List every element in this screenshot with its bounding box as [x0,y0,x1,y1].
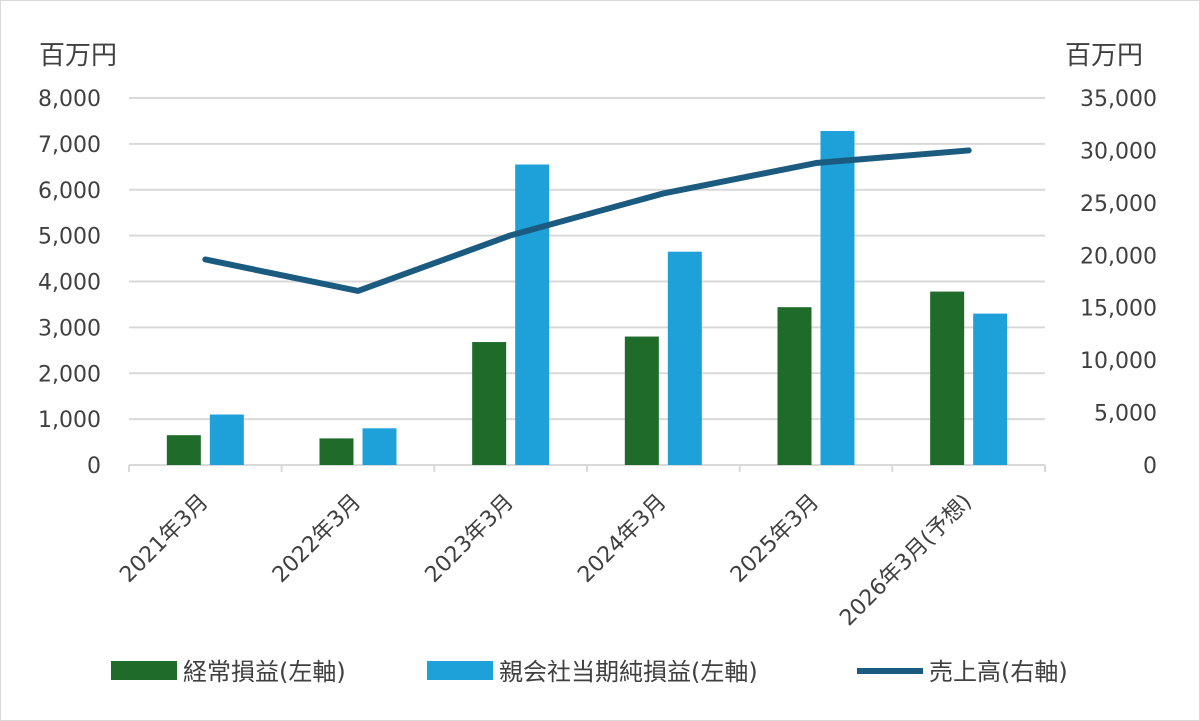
left-tick-label: 8,000 [38,87,101,112]
line-point [814,161,818,165]
bar-net-profit [362,428,397,465]
legend: 経常損益(左軸) 親会社当期純損益(左軸) 売上高(右軸) [111,658,1068,686]
right-tick-label: 5,000 [1094,402,1157,427]
right-tick-label: 35,000 [1080,87,1157,112]
bar-ordinary-profit [472,342,507,465]
category-label: 2021年3月 [115,490,213,588]
right-tick-label: 20,000 [1080,244,1157,269]
bar-ordinary-profit [930,291,965,465]
bar-net-profit [973,313,1008,465]
left-tick-label: 6,000 [38,179,101,204]
line-point [967,148,971,152]
bar-net-profit [209,414,244,465]
line-series [202,147,972,294]
line-point [203,257,207,261]
right-tick-label: 0 [1143,454,1157,479]
left-axis-unit: 百万円 [39,41,117,71]
left-tick-label: 7,000 [38,133,101,158]
legend-swatch [111,661,177,680]
line-sales [202,147,972,294]
right-tick-label: 15,000 [1080,297,1157,322]
legend-label: 経常損益(左軸) [183,658,346,686]
bar-series [166,131,1008,466]
legend-label: 親会社当期純損益(左軸) [499,658,758,686]
bar-net-profit [515,164,550,466]
left-tick-label: 4,000 [38,271,101,296]
bar-ordinary-profit [624,336,659,465]
category-label: 2025年3月 [726,490,824,588]
line-point [509,233,513,237]
category-label: 2026年3月(予想) [835,490,977,632]
category-label: 2022年3月 [268,490,366,588]
legend-label: 売上高(右軸) [929,658,1068,686]
bar-ordinary-profit [777,307,812,465]
right-axis-unit: 百万円 [1065,41,1143,71]
left-tick-label: 2,000 [38,362,101,387]
left-tick-label: 0 [87,454,101,479]
right-tick-label: 25,000 [1080,192,1157,217]
bar-ordinary-profit [166,435,201,465]
bar-net-profit [820,131,855,465]
category-labels: 2021年3月 2022年3月 2023年3月 2024年3月 2025年3月 2026年… [115,490,977,632]
line-point [661,191,665,195]
bar-ordinary-profit [319,438,354,465]
bar-net-profit [667,251,702,465]
gridlines [128,97,1046,472]
left-tick-label: 1,000 [38,408,101,433]
right-axis-ticks: 0 5,000 10,000 15,000 20,000 25,000 30,000 35,0… [1080,87,1157,479]
category-label: 2024年3月 [573,490,671,588]
left-tick-label: 3,000 [38,316,101,341]
right-tick-label: 30,000 [1080,139,1157,164]
legend-swatch [427,661,493,680]
category-label: 2023年3月 [421,490,519,588]
line-point [356,289,360,293]
right-tick-label: 10,000 [1080,349,1157,374]
left-axis-ticks: 0 1,000 2,000 3,000 4,000 5,000 6,000 7,000 8,00… [38,87,101,479]
left-tick-label: 5,000 [38,225,101,250]
